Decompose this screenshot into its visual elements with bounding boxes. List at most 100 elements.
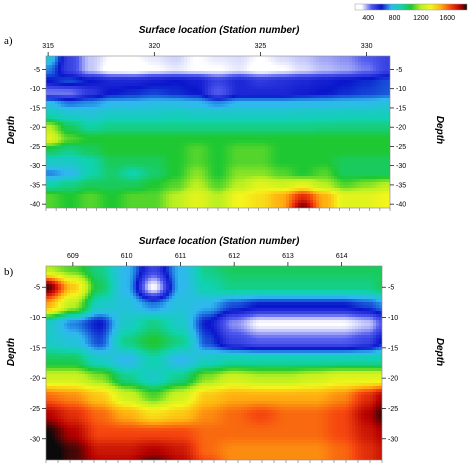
heatmap-cell bbox=[340, 83, 344, 87]
heatmap-cell bbox=[109, 74, 113, 78]
heatmap-cell bbox=[154, 119, 158, 123]
heatmap-cell bbox=[241, 83, 245, 87]
heatmap-cell bbox=[385, 62, 389, 66]
heatmap-cell bbox=[313, 77, 317, 81]
heatmap-cell bbox=[247, 113, 251, 117]
heatmap-cell bbox=[226, 113, 230, 117]
heatmap-cell bbox=[46, 107, 50, 111]
heatmap-cell bbox=[166, 80, 170, 84]
heatmap-cell bbox=[109, 110, 113, 114]
heatmap-cell bbox=[298, 125, 302, 129]
heatmap-cell bbox=[226, 95, 230, 99]
heatmap-cell bbox=[370, 110, 374, 114]
heatmap-cell bbox=[46, 77, 50, 81]
heatmap-cell bbox=[277, 116, 281, 120]
heatmap-cell bbox=[109, 56, 113, 60]
heatmap-cell bbox=[115, 68, 119, 72]
heatmap-cell bbox=[151, 59, 155, 63]
heatmap-cell bbox=[253, 92, 257, 96]
heatmap-cell bbox=[232, 80, 236, 84]
heatmap-cell bbox=[283, 119, 287, 123]
heatmap-cell bbox=[208, 80, 212, 84]
heatmap-cell bbox=[349, 68, 353, 72]
heatmap-cell bbox=[88, 122, 92, 126]
heatmap-cell bbox=[250, 86, 254, 90]
heatmap-cell bbox=[253, 101, 257, 105]
heatmap-cell bbox=[238, 56, 242, 60]
heatmap-cell bbox=[154, 83, 158, 87]
heatmap-cell bbox=[199, 107, 203, 111]
heatmap-cell bbox=[301, 101, 305, 105]
heatmap-cell bbox=[55, 98, 59, 102]
heatmap-cell bbox=[100, 62, 104, 66]
heatmap-cell bbox=[124, 92, 128, 96]
heatmap-cell bbox=[307, 92, 311, 96]
heatmap-cell bbox=[133, 74, 137, 78]
heatmap-cell bbox=[73, 101, 77, 105]
heatmap-cell bbox=[163, 89, 167, 93]
heatmap-cell bbox=[49, 107, 53, 111]
heatmap-cell bbox=[199, 86, 203, 90]
heatmap-cell bbox=[370, 83, 374, 87]
heatmap-cell bbox=[88, 65, 92, 69]
heatmap-cell bbox=[346, 125, 350, 129]
heatmap-cell bbox=[352, 83, 356, 87]
heatmap-cell bbox=[109, 128, 113, 132]
heatmap-cell bbox=[223, 98, 227, 102]
heatmap-cell bbox=[46, 80, 50, 84]
heatmap-cell bbox=[349, 80, 353, 84]
heatmap-cell bbox=[220, 119, 224, 123]
heatmap-cell bbox=[172, 116, 176, 120]
heatmap-cell bbox=[127, 77, 131, 81]
heatmap-cell bbox=[319, 56, 323, 60]
heatmap-cell bbox=[106, 119, 110, 123]
heatmap-cell bbox=[340, 122, 344, 126]
heatmap-cell bbox=[328, 92, 332, 96]
heatmap-cell bbox=[355, 65, 359, 69]
heatmap-cell bbox=[352, 107, 356, 111]
heatmap-cell bbox=[211, 71, 215, 75]
heatmap-cell bbox=[301, 104, 305, 108]
heatmap-cell bbox=[271, 59, 275, 63]
heatmap-cell bbox=[202, 71, 206, 75]
heatmap-cell bbox=[190, 104, 194, 108]
heatmap-cell bbox=[331, 89, 335, 93]
heatmap-cell bbox=[172, 122, 176, 126]
heatmap-cell bbox=[241, 89, 245, 93]
heatmap-cell bbox=[358, 80, 362, 84]
heatmap-cell bbox=[214, 104, 218, 108]
heatmap-cell bbox=[88, 92, 92, 96]
heatmap-cell bbox=[82, 98, 86, 102]
heatmap-cell bbox=[70, 83, 74, 87]
heatmap-cell bbox=[352, 74, 356, 78]
heatmap-cell bbox=[379, 65, 383, 69]
heatmap-cell bbox=[346, 65, 350, 69]
heatmap-cell bbox=[112, 68, 116, 72]
heatmap-cell bbox=[121, 62, 125, 66]
heatmap-cell bbox=[130, 119, 134, 123]
heatmap-cell bbox=[55, 131, 59, 135]
heatmap-cell bbox=[304, 56, 308, 60]
heatmap-cell bbox=[388, 71, 390, 75]
heatmap-cell bbox=[316, 101, 320, 105]
heatmap-cell bbox=[46, 101, 50, 105]
heatmap-cell bbox=[328, 83, 332, 87]
heatmap-cell bbox=[196, 86, 200, 90]
heatmap-cell bbox=[154, 104, 158, 108]
heatmap-cell bbox=[181, 56, 185, 60]
heatmap-cell bbox=[58, 101, 62, 105]
heatmap-cell bbox=[328, 59, 332, 63]
heatmap-cell bbox=[220, 107, 224, 111]
heatmap-cell bbox=[121, 86, 125, 90]
heatmap-cell bbox=[358, 59, 362, 63]
heatmap-cell bbox=[193, 80, 197, 84]
heatmap-cell bbox=[49, 101, 53, 105]
heatmap-cell bbox=[187, 62, 191, 66]
heatmap-cell bbox=[370, 80, 374, 84]
heatmap-cell bbox=[151, 62, 155, 66]
heatmap-cell bbox=[148, 86, 152, 90]
heatmap-cell bbox=[208, 56, 212, 60]
heatmap-cell bbox=[118, 101, 122, 105]
heatmap-cell bbox=[319, 86, 323, 90]
heatmap-cell bbox=[55, 119, 59, 123]
